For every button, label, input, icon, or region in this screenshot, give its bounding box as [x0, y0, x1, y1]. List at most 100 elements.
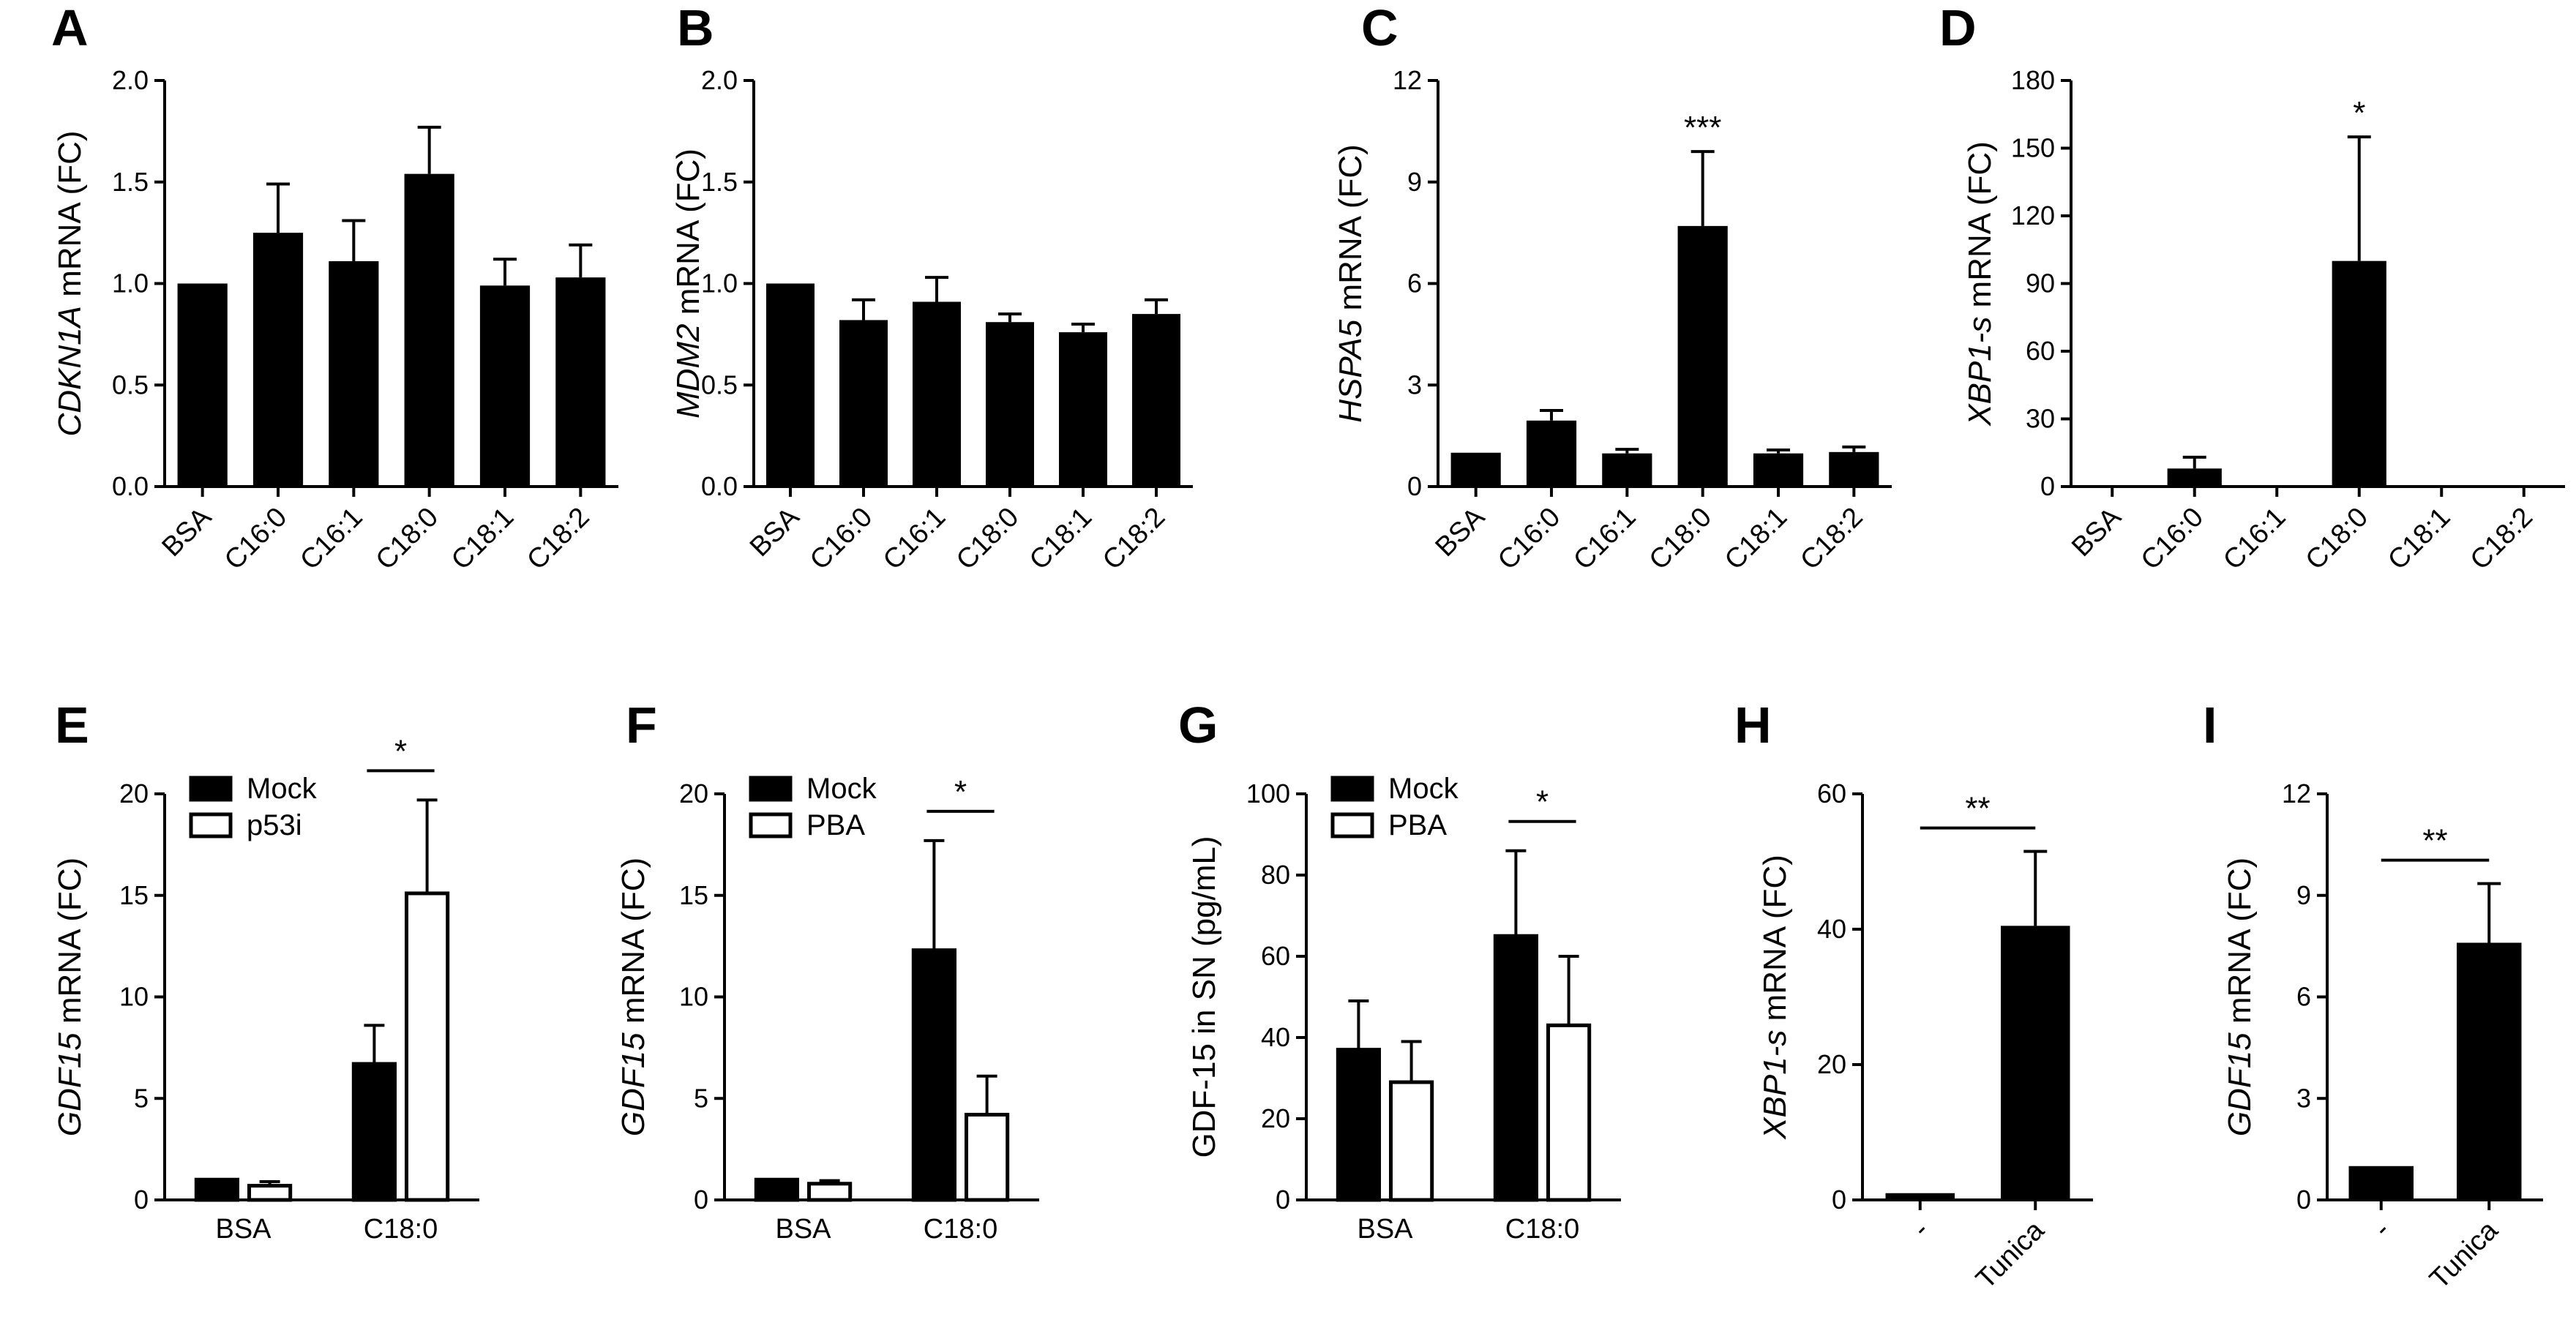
bar [1602, 453, 1652, 487]
y-tick-label: 12 [1393, 65, 1422, 95]
y-tick-label: 60 [1817, 778, 1846, 808]
x-tick-label: BSA [157, 501, 218, 563]
y-axis-label-suffix: mRNA (FC) [1757, 855, 1793, 1030]
y-tick-label: 120 [2011, 200, 2055, 230]
bar [194, 1177, 239, 1202]
y-axis-label: HSPA5 mRNA (FC) [1333, 144, 1368, 423]
y-axis-label-gene: XBP1-s [1757, 1030, 1793, 1140]
y-tick-label: 15 [119, 880, 149, 910]
legend-swatch [189, 776, 233, 802]
y-tick-label: 150 [2011, 133, 2055, 163]
y-tick-label: 5 [694, 1083, 708, 1113]
bar [1450, 452, 1501, 487]
x-tick-label: C18:1 [2382, 502, 2456, 576]
bar [2496, 485, 2551, 487]
x-tick-label: C18:0 [370, 502, 444, 576]
x-tick-label: BSA [1430, 501, 1491, 563]
x-tick-label: C16:1 [1568, 502, 1641, 576]
y-tick-label: 3 [1407, 369, 1422, 399]
bar [2332, 260, 2386, 487]
bar [986, 322, 1034, 487]
y-tick-label: 0 [1276, 1185, 1290, 1215]
bar [1336, 1048, 1382, 1202]
legend-swatch [749, 812, 793, 838]
bar [839, 320, 888, 487]
x-tick-label: C18:1 [1024, 502, 1098, 576]
y-tick-label: 2.0 [701, 65, 738, 95]
bar [754, 1177, 800, 1202]
bar [1059, 332, 1107, 487]
y-tick-label: 0.0 [112, 471, 149, 501]
bar [479, 285, 531, 487]
y-axis-label-gene: GDF15 [2222, 1032, 2258, 1136]
bar [404, 173, 454, 487]
significance-marker: ** [2422, 823, 2447, 859]
x-category-label: BSA [215, 1214, 272, 1245]
y-axis-label-suffix: mRNA (FC) [615, 858, 651, 1033]
x-tick-label: C18:0 [951, 502, 1025, 576]
y-tick-label: 20 [679, 778, 708, 808]
significance-marker: *** [1684, 110, 1721, 146]
bar [1829, 451, 1879, 487]
bar [405, 891, 450, 1202]
panel-letter: E [55, 697, 89, 754]
legend-label: Mock [806, 773, 877, 805]
bar [2250, 485, 2304, 487]
y-tick-label: 40 [1261, 1022, 1290, 1052]
y-tick-label: 1.5 [701, 167, 738, 197]
panel-i: I 0 3 6 9 12 GDF15 mRNA (FC) - Tunica ** [2203, 697, 2543, 1295]
bar [329, 260, 379, 487]
x-tick-label: Tunica [1970, 1215, 2051, 1295]
y-tick-label: 0 [2040, 471, 2055, 501]
y-tick-label: 0.0 [701, 471, 738, 501]
x-tick-label: C18:2 [1097, 502, 1171, 576]
y-axis-label: GDF15 mRNA (FC) [52, 858, 88, 1136]
x-tick-label: C18:2 [521, 502, 595, 576]
y-axis-label: MDM2 mRNA (FC) [670, 149, 706, 419]
y-tick-label: 100 [1246, 778, 1290, 808]
y-axis-label: GDF15 mRNA (FC) [2222, 858, 2258, 1136]
y-tick-label: 1.0 [701, 269, 738, 299]
y-tick-label: 3 [2296, 1083, 2311, 1113]
y-tick-label: 0 [134, 1185, 149, 1215]
panel-h: H 0 20 40 60 XBP1-s mRNA (FC) - Tunica ** [1734, 697, 2093, 1295]
x-category-label: C18:0 [924, 1214, 997, 1245]
y-tick-label: 9 [2296, 880, 2311, 910]
bar [1677, 225, 1728, 487]
y-tick-label: 0 [1832, 1185, 1846, 1215]
bar [965, 1112, 1010, 1202]
y-axis-label: XBP1-s mRNA (FC) [1757, 855, 1793, 1140]
panel-letter: F [626, 697, 657, 754]
y-axis-label-suffix: GDF-15 in SN (pg/mL) [1186, 836, 1222, 1157]
bar [913, 301, 961, 487]
y-tick-label: 0.5 [112, 369, 149, 399]
bar [177, 283, 228, 487]
y-tick-label: 12 [2282, 778, 2311, 808]
y-axis-label: GDF-15 in SN (pg/mL) [1186, 836, 1222, 1157]
bar [351, 1062, 397, 1202]
legend-label: p53i [247, 809, 302, 841]
y-axis-label-gene: CDKN1A [52, 306, 88, 437]
x-category-label: C18:0 [364, 1214, 438, 1245]
x-tick-label: C18:1 [1719, 502, 1793, 576]
x-tick-label: BSA [2066, 501, 2127, 563]
y-tick-label: 6 [1407, 269, 1422, 299]
bar [1526, 420, 1577, 487]
x-tick-label: - [2367, 1215, 2396, 1244]
bar [2001, 926, 2070, 1200]
bar [766, 283, 815, 487]
y-tick-label: 60 [2026, 336, 2055, 366]
x-category-label: C18:0 [1505, 1214, 1579, 1245]
panel-e: E 0 5 10 15 20 GDF15 mRNA (FC) BSA C18:0 Mock p53i… [52, 697, 479, 1245]
x-tick-label: C16:0 [804, 502, 878, 576]
y-axis-label-gene: XBP1-s [1962, 317, 1998, 427]
bar [1546, 1023, 1592, 1202]
y-tick-label: 0 [1407, 471, 1422, 501]
y-tick-label: 20 [119, 778, 149, 808]
y-tick-label: 40 [1817, 914, 1846, 944]
y-tick-label: 20 [1261, 1103, 1290, 1133]
panel-c: C 0 3 6 9 12 HSPA5 mRNA (FC) BSA C16:0 C16:1 C18:0… [1333, 0, 1892, 576]
x-tick-label: Tunica [2424, 1215, 2504, 1295]
legend-swatch [189, 812, 233, 838]
